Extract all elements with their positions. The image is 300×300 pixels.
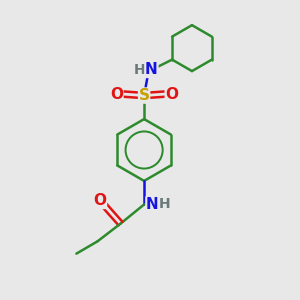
Text: H: H <box>133 63 145 77</box>
Text: O: O <box>110 87 123 102</box>
Text: O: O <box>93 194 106 208</box>
Text: H: H <box>158 197 170 212</box>
Text: N: N <box>146 197 159 212</box>
Text: S: S <box>139 88 150 103</box>
Text: O: O <box>165 87 178 102</box>
Text: N: N <box>145 62 158 77</box>
